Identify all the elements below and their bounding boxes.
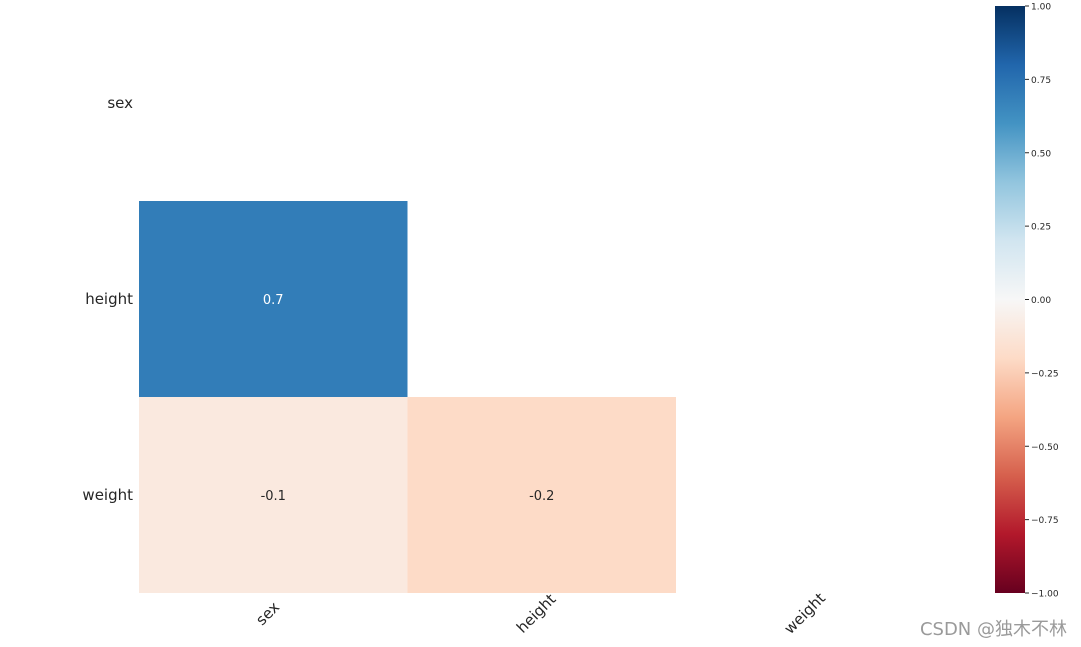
colorbar-tick-label: −0.25	[1031, 369, 1059, 379]
colorbar-tick-label: −1.00	[1031, 590, 1059, 600]
heatmap-cells: 0.7 -0.1 -0.2	[139, 201, 676, 593]
colorbar-tick-label: −0.50	[1031, 443, 1059, 453]
colorbar-tick-label: 0.25	[1031, 223, 1051, 233]
cell-value-label: -0.1	[261, 489, 286, 504]
colorbar-gradient	[995, 6, 1025, 593]
column-tick-label: sex	[252, 598, 283, 629]
row-tick-label: height	[85, 290, 133, 308]
colorbar-tick-label: 1.00	[1031, 3, 1051, 13]
column-tick-label: height	[513, 590, 560, 637]
heatmap-cell	[407, 397, 676, 593]
cell-value-label: -0.2	[529, 489, 554, 504]
cell-value-label: 0.7	[263, 293, 284, 308]
colorbar-tick-label: −0.75	[1031, 516, 1059, 526]
row-tick-label: sex	[107, 94, 133, 112]
watermark: CSDN @独木不林	[919, 619, 1067, 640]
colorbar-tick-label: 0.00	[1031, 296, 1051, 306]
colorbar-tick-label: 0.75	[1031, 76, 1051, 86]
colorbar: 1.00 0.75 0.50 0.25 0.00 −0.25 −0.50 −0.75 −1.00	[995, 3, 1059, 600]
heatmap-cell	[139, 201, 408, 397]
column-tick-label: weight	[780, 589, 829, 638]
colorbar-tick-label: 0.50	[1031, 149, 1051, 159]
heatmap-cell	[139, 397, 408, 593]
row-tick-label: weight	[82, 486, 133, 504]
